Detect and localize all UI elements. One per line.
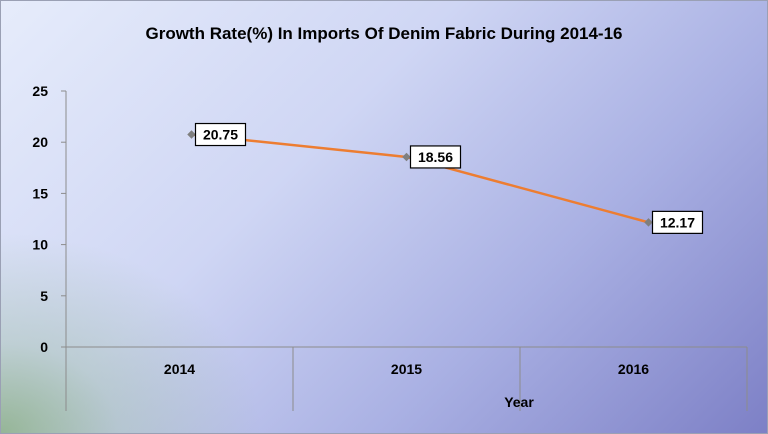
- data-label: 20.75: [203, 127, 238, 143]
- x-tick-label: 2015: [391, 361, 422, 377]
- chart-title: Growth Rate(%) In Imports Of Denim Fabri…: [145, 24, 622, 43]
- data-label-box: [194, 122, 247, 147]
- y-tick-label: 15: [32, 185, 48, 201]
- data-label-box: [409, 145, 462, 169]
- y-tick-label: 20: [32, 134, 48, 150]
- x-tick-label: 2014: [164, 361, 195, 377]
- data-point: [187, 130, 196, 139]
- x-tick-label: 2016: [618, 361, 649, 377]
- data-label: 18.56: [418, 149, 453, 165]
- y-tick-label: 25: [32, 83, 48, 99]
- y-tick-label: 10: [32, 237, 48, 253]
- x-axis-label: Year: [504, 394, 534, 410]
- y-tick-label: 0: [40, 339, 48, 355]
- data-label-box: [651, 210, 704, 234]
- data-label: 12.17: [660, 214, 695, 230]
- data-point: [402, 152, 411, 162]
- data-point: [644, 218, 653, 227]
- y-tick-label: 5: [40, 288, 48, 304]
